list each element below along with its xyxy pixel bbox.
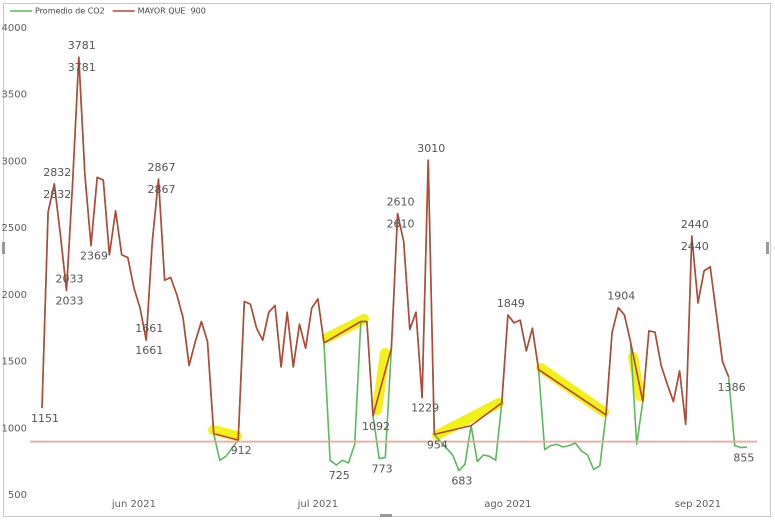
data-label: 855 — [733, 452, 754, 465]
highlight-stroke — [432, 398, 504, 440]
series-line — [41, 56, 730, 441]
data-label: 2440 — [681, 218, 709, 231]
data-label: 912 — [231, 444, 252, 457]
highlights — [208, 314, 645, 441]
data-label: 2440 — [681, 240, 709, 253]
y-tick-label: 500 — [8, 490, 27, 501]
legend-label: Promedio de CO2 — [35, 7, 105, 16]
data-label: 2832 — [43, 188, 71, 201]
data-label: 2369 — [80, 250, 108, 263]
data-label: 1661 — [135, 344, 163, 357]
resize-handle[interactable] — [766, 242, 769, 254]
legend-label: MAYOR QUE 900 — [138, 7, 206, 16]
data-label: 1849 — [497, 297, 525, 310]
data-label: 683 — [451, 475, 472, 488]
data-label: 3010 — [417, 142, 445, 155]
data-label: 2867 — [147, 183, 175, 196]
y-tick-label: 3000 — [2, 156, 27, 167]
y-tick-label: 3500 — [2, 90, 27, 101]
data-label: 3781 — [68, 61, 96, 74]
data-label: 1661 — [135, 322, 163, 335]
x-tick-label: ago 2021 — [484, 499, 531, 510]
data-label: 3781 — [68, 39, 96, 52]
x-tick-label: jul 2021 — [297, 499, 339, 510]
data-label: 2033 — [56, 272, 84, 285]
data-label: 1386 — [718, 381, 746, 394]
highlight-stroke — [208, 425, 242, 441]
x-tick-label: jun 2021 — [111, 499, 156, 510]
data-label: 1904 — [607, 290, 635, 303]
data-label: 1229 — [411, 402, 439, 415]
y-tick-label: 2500 — [2, 223, 27, 234]
data-label: 773 — [372, 463, 393, 476]
y-tick-label: 2000 — [2, 290, 27, 301]
data-label: 725 — [329, 469, 350, 482]
x-tick-label: sep 2021 — [675, 499, 721, 510]
highlight-stroke — [322, 314, 369, 343]
data-label: 2867 — [147, 161, 175, 174]
data-label: 1092 — [362, 420, 390, 433]
resize-handle[interactable] — [2, 242, 5, 254]
y-tick-label: 4000 — [2, 23, 27, 34]
data-label: 2610 — [387, 217, 415, 230]
data-label: 1151 — [31, 412, 59, 425]
y-tick-label: 1500 — [2, 357, 27, 368]
data-label: 2610 — [387, 195, 415, 208]
data-label: 2033 — [56, 294, 84, 307]
legend: Promedio de CO2 MAYOR QUE 900 — [10, 7, 206, 16]
highlight-stroke — [628, 352, 645, 401]
data-label: 954 — [427, 438, 448, 451]
resize-handle[interactable] — [380, 514, 392, 517]
highlight-stroke — [536, 363, 609, 417]
highlight-stroke — [372, 348, 390, 415]
y-tick-label: 1000 — [2, 423, 27, 434]
data-label: 2832 — [43, 166, 71, 179]
